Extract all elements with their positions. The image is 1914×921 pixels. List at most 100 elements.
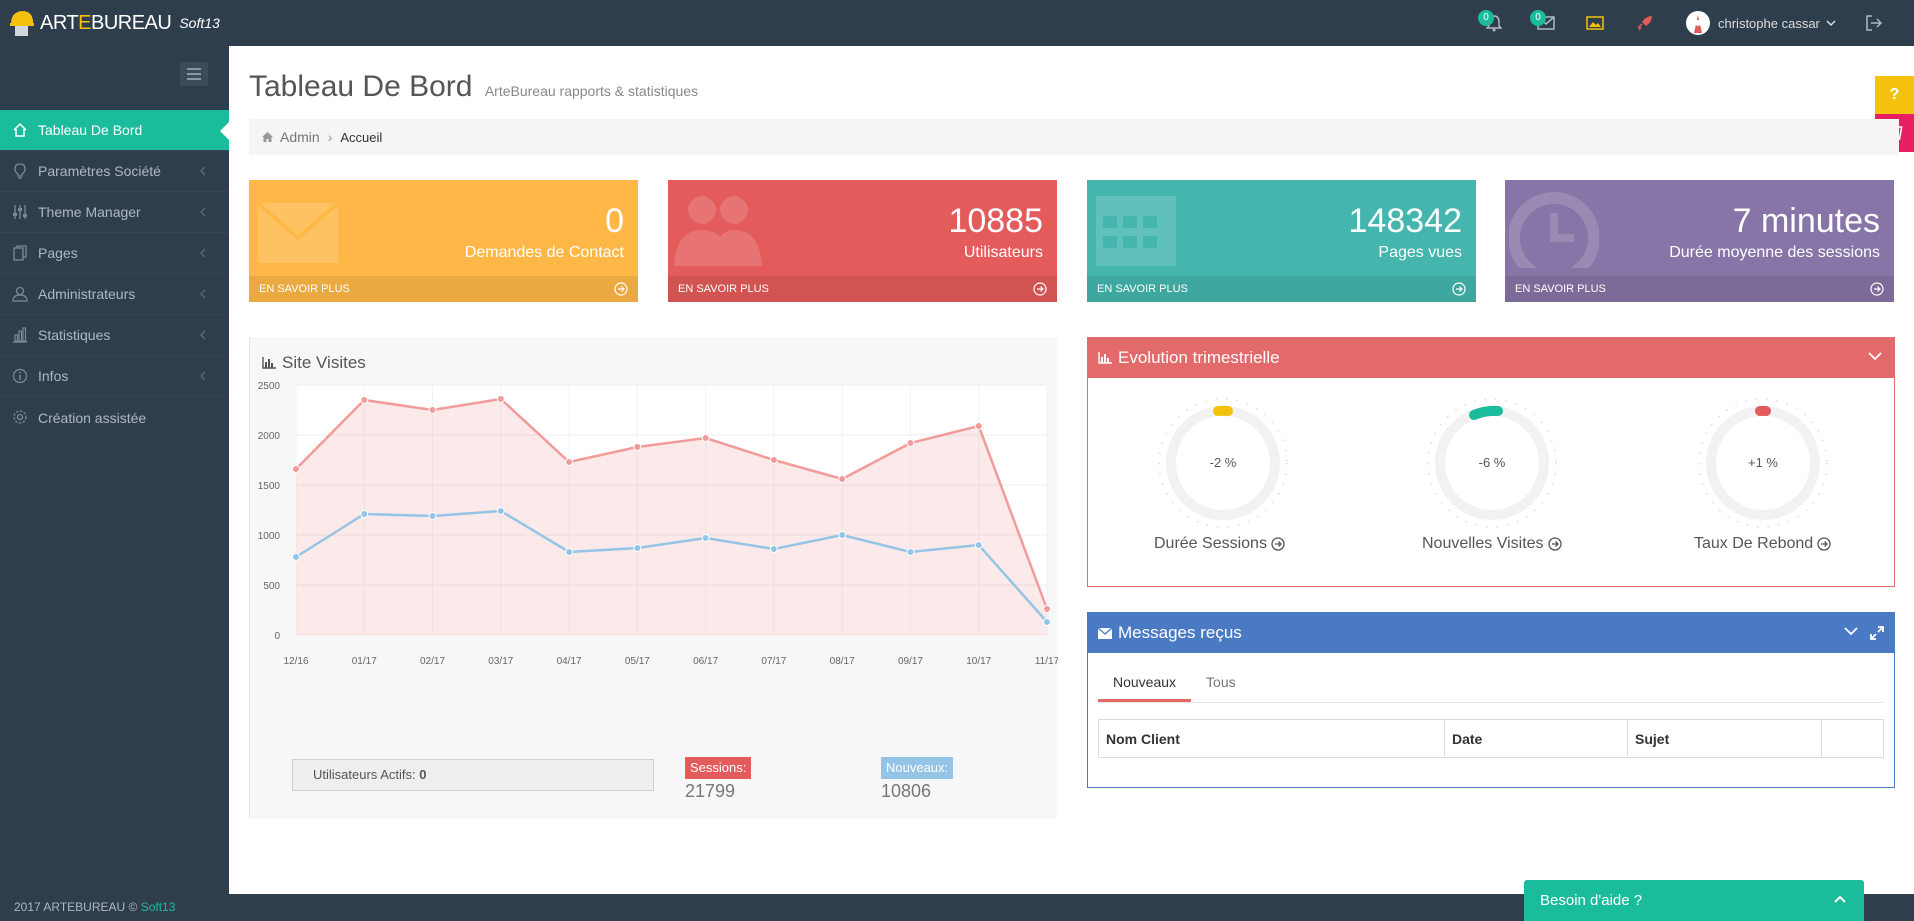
stat-more-link[interactable]: EN SAVOIR PLUS xyxy=(1505,276,1894,302)
user-menu[interactable]: christophe cassar xyxy=(1686,10,1836,36)
logout-button[interactable] xyxy=(1862,12,1886,34)
sliders-icon xyxy=(13,205,27,219)
tab-tous[interactable]: Tous xyxy=(1206,674,1236,690)
bar-chart-icon xyxy=(13,327,27,343)
evolution-title: Evolution trimestrielle xyxy=(1118,348,1280,367)
tab-nouveaux[interactable]: Nouveaux xyxy=(1098,663,1192,702)
logo[interactable]: ARTEBUREAU Soft13 xyxy=(8,8,220,38)
arrow-circle-right-icon xyxy=(1452,282,1466,296)
data-point-nouveaux xyxy=(906,548,915,556)
stat-more-link[interactable]: EN SAVOIR PLUS xyxy=(668,276,1057,302)
site-visits-chart: 0 500 1000 1500 2000 2500 12/16 01/17 02/17 03/17… xyxy=(258,381,1058,667)
help-label: Besoin d'aide ? xyxy=(1540,892,1643,909)
expand-icon[interactable] xyxy=(1870,626,1884,640)
sidebar-item-infos[interactable]: Infos xyxy=(0,356,229,397)
data-point-sessions xyxy=(838,475,847,483)
plot-area xyxy=(296,385,1047,635)
data-point-nouveaux xyxy=(633,544,642,552)
chevron-down-icon xyxy=(1826,20,1836,27)
image-icon xyxy=(1586,16,1604,30)
data-point-sessions xyxy=(565,458,574,466)
y-tick-label: 2000 xyxy=(258,431,281,442)
messages-title: Messages reçus xyxy=(1118,623,1242,642)
chevron-left-icon xyxy=(200,248,206,258)
messages-panel: Messages reçus Nouveaux Tous Nom Client … xyxy=(1087,612,1895,788)
rocket-icon xyxy=(1637,16,1652,31)
notifications-button[interactable]: 0 xyxy=(1478,10,1506,34)
x-tick-label: 06/17 xyxy=(693,656,718,667)
data-point-nouveaux xyxy=(838,531,847,539)
chevron-left-icon xyxy=(200,371,206,381)
messages-tabs: Nouveaux Tous xyxy=(1098,663,1884,703)
gauge-label-nouvelles-visites[interactable]: Nouvelles Visites xyxy=(1422,535,1562,553)
sidebar-item-label: Infos xyxy=(38,368,69,384)
x-tick-label: 12/16 xyxy=(283,656,308,667)
sidebar-item-administrateurs[interactable]: Administrateurs xyxy=(0,274,229,315)
active-users-box: Utilisateurs Actifs: 0 xyxy=(292,759,654,791)
page-subtitle: ArteBureau rapports & statistiques xyxy=(484,83,699,99)
sidebar-item-label: Création assistée xyxy=(38,409,147,426)
site-visits-panel: Site Visites 0 500 1000 1500 2000 2500 12/16 01… xyxy=(249,337,1058,819)
sidebar-item-statistiques[interactable]: Statistiques xyxy=(0,315,229,356)
avatar xyxy=(1686,11,1710,35)
sidebar-item-theme-manager[interactable]: Theme Manager xyxy=(0,192,229,233)
evolution-panel: Evolution trimestrielle -2 % Durée Sessi… xyxy=(1087,337,1895,587)
breadcrumb-admin-link[interactable]: Admin xyxy=(280,129,320,145)
sidebar-toggle-button[interactable] xyxy=(180,62,208,86)
arrow-circle-right-icon xyxy=(614,282,628,296)
chevron-down-icon[interactable] xyxy=(1868,351,1882,361)
stat-card-users: 10885 Utilisateurs EN SAVOIR PLUS xyxy=(668,180,1057,302)
gauge-value: -6 % xyxy=(1478,455,1506,470)
x-tick-label: 04/17 xyxy=(557,656,582,667)
stat-label: Durée moyenne des sessions xyxy=(1669,244,1880,261)
gauge-taux-de-rebond: +1 % xyxy=(1693,393,1833,533)
users-icon xyxy=(674,196,762,266)
data-point-nouveaux xyxy=(769,545,778,553)
stat-more-link[interactable]: EN SAVOIR PLUS xyxy=(1087,276,1476,302)
column-header-sujet[interactable]: Sujet xyxy=(1627,719,1822,758)
gauge-label-duree-sessions[interactable]: Durée Sessions xyxy=(1154,535,1285,553)
messages-header: Messages reçus xyxy=(1088,613,1894,653)
notifications-badge: 0 xyxy=(1478,10,1494,26)
data-point-sessions xyxy=(292,465,300,473)
site-visits-title: Site Visites xyxy=(262,353,366,373)
data-point-nouveaux xyxy=(1043,618,1051,626)
arrow-circle-right-icon xyxy=(1817,537,1831,551)
column-header-actions xyxy=(1821,719,1884,758)
gauge-value: +1 % xyxy=(1748,455,1778,470)
messages-button[interactable]: 0 xyxy=(1530,10,1558,34)
footer-soft13-link[interactable]: Soft13 xyxy=(140,900,176,914)
image-button[interactable] xyxy=(1583,12,1607,34)
envelope-icon xyxy=(1098,627,1112,639)
sessions-value: 21799 xyxy=(685,781,736,801)
gauge-label-taux-de-rebond[interactable]: Taux De Rebond xyxy=(1694,535,1831,553)
data-point-nouveaux xyxy=(565,548,574,556)
calendar-icon xyxy=(1096,196,1176,266)
column-header-nom-client[interactable]: Nom Client xyxy=(1098,719,1445,758)
sidebar-item-creation-assistee[interactable]: Création assistée xyxy=(0,397,229,438)
clock-icon xyxy=(1509,192,1599,268)
lightbulb-icon xyxy=(14,163,26,179)
question-icon: ? xyxy=(1889,86,1900,103)
stat-value: 7 minutes xyxy=(1732,202,1880,240)
help-chat-bar[interactable]: Besoin d'aide ? xyxy=(1524,880,1864,921)
sidebar-item-label: Administrateurs xyxy=(38,286,136,302)
column-header-date[interactable]: Date xyxy=(1444,719,1628,758)
info-icon xyxy=(12,368,28,384)
chevron-down-icon[interactable] xyxy=(1844,626,1858,636)
series-line-sessions xyxy=(295,397,1049,610)
x-tick-label: 05/17 xyxy=(625,656,650,667)
breadcrumb-separator-icon: › xyxy=(327,129,333,145)
stat-more-link[interactable]: EN SAVOIR PLUS xyxy=(249,276,638,302)
gauge-nouvelles-visites: -6 % xyxy=(1422,393,1562,533)
home-icon xyxy=(13,122,27,137)
help-question-button[interactable]: ? xyxy=(1875,76,1914,114)
gauge-duree-sessions: -2 % xyxy=(1153,393,1293,533)
sidebar-item-tableau-de-bord[interactable]: Tableau De Bord xyxy=(0,110,230,151)
sidebar-item-parametres-societe[interactable]: Paramètres Société xyxy=(0,151,229,192)
chevron-left-icon xyxy=(200,207,206,217)
rocket-button[interactable] xyxy=(1633,12,1657,34)
gauge-value: -2 % xyxy=(1209,455,1237,470)
sidebar-item-pages[interactable]: Pages xyxy=(0,233,229,274)
stat-value: 10885 xyxy=(948,202,1043,240)
